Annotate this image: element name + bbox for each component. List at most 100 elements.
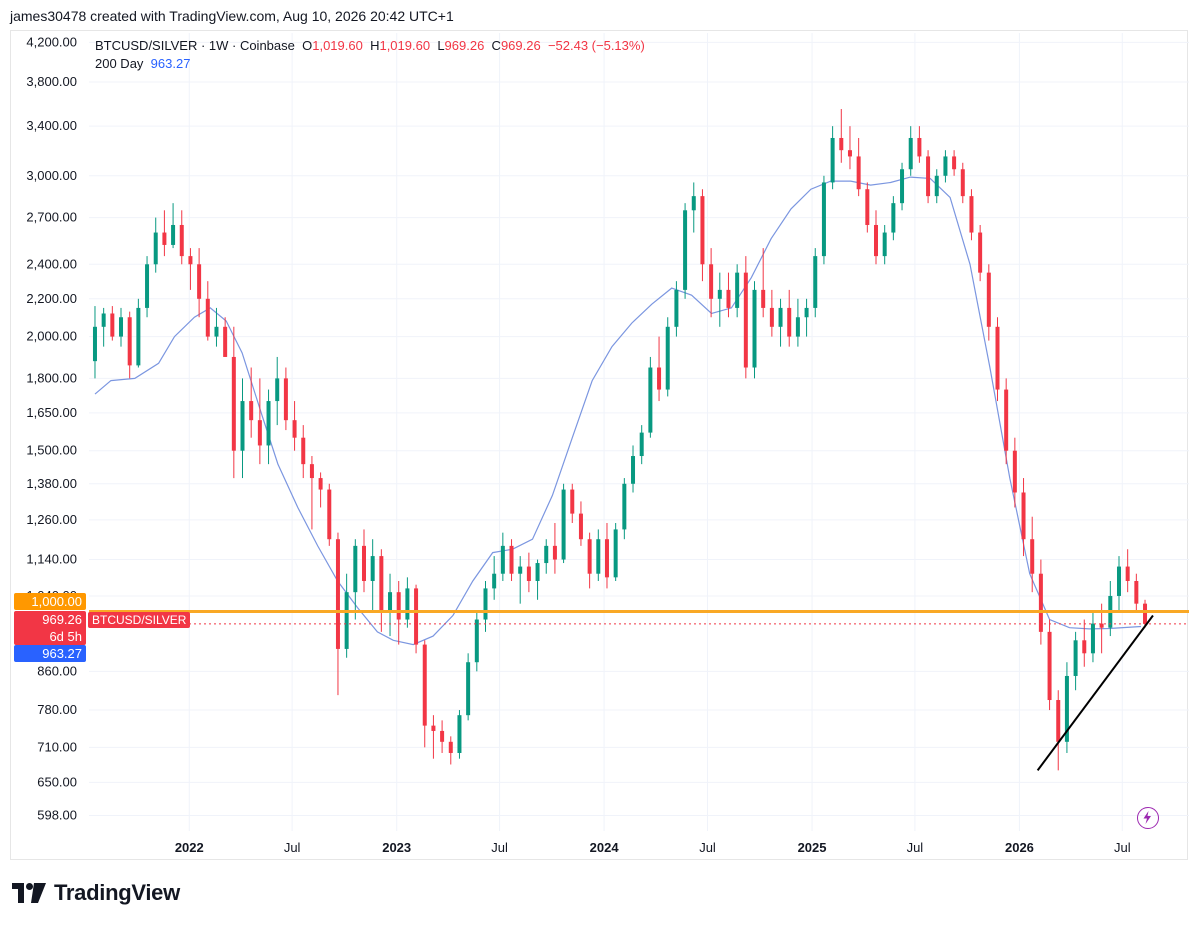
- candle-body: [110, 313, 115, 337]
- candle-body: [457, 715, 462, 753]
- candle-body: [388, 592, 393, 612]
- candle-body: [205, 298, 210, 337]
- legend-open: 1,019.60: [312, 38, 363, 53]
- candle-body: [552, 545, 557, 560]
- y-tick-label: 2,000.00: [26, 329, 77, 344]
- candle-body: [631, 456, 636, 484]
- legend-low: 969.26: [444, 38, 485, 53]
- candle-body: [474, 619, 479, 663]
- candle-body: [301, 437, 306, 465]
- candle-body: [171, 224, 176, 245]
- candlestick-chart[interactable]: 4,200.00 3,800.00 3,400.00 3,000.00 2,700.00…: [11, 31, 1189, 861]
- candle-body: [778, 307, 783, 327]
- x-tick-label: 2025: [798, 840, 827, 855]
- x-tick-label: Jul: [284, 840, 301, 855]
- candle-body: [197, 264, 202, 299]
- candle-body: [622, 483, 627, 530]
- x-tick-label: Jul: [907, 840, 924, 855]
- candle-body: [414, 588, 419, 645]
- candle-body: [743, 272, 748, 368]
- candle-body: [1134, 580, 1139, 604]
- y-tick-label: 710.00: [37, 739, 77, 754]
- candles: [92, 109, 1148, 771]
- candle-body: [1116, 566, 1121, 596]
- candle-body: [813, 256, 818, 308]
- legend-ma-label: 200 Day: [95, 56, 144, 71]
- y-tick-label: 3,800.00: [26, 74, 77, 89]
- candle-body: [578, 513, 583, 540]
- candle-body: [1038, 573, 1043, 632]
- candle-body: [370, 556, 375, 581]
- level-price-tag: 1,000.00: [14, 593, 86, 610]
- candle-body: [960, 169, 965, 197]
- candle-body: [1082, 640, 1087, 654]
- legend-h-label: H: [370, 38, 380, 53]
- candle-body: [882, 232, 887, 257]
- candle-body: [1125, 566, 1130, 581]
- candle-body: [309, 464, 314, 479]
- legend-l-label: L: [437, 38, 445, 53]
- candle-body: [275, 378, 280, 402]
- y-tick-label: 2,700.00: [26, 210, 77, 225]
- candle-body: [613, 529, 618, 578]
- time-axis[interactable]: 2022 Jul 2023 Jul 2024 Jul 2025 Jul 2026 Jul: [175, 840, 1131, 855]
- candle-body: [570, 489, 575, 514]
- candle-body: [1064, 675, 1069, 742]
- candle-body: [639, 432, 644, 457]
- candle-body: [544, 545, 549, 564]
- ma-line: [94, 176, 1142, 646]
- candle-body: [145, 264, 150, 308]
- legend-row-ohlc: BTCUSD/SILVER · 1W · Coinbase O1,019.60 …: [95, 37, 645, 55]
- candle-body: [769, 307, 774, 327]
- candle-body: [214, 326, 219, 337]
- candle-body: [379, 556, 384, 612]
- trendline-segment: [1036, 614, 1154, 771]
- y-tick-label: 1,260.00: [26, 512, 77, 527]
- candle-body: [1073, 640, 1078, 676]
- candle-body: [856, 156, 861, 190]
- candle-body: [952, 156, 957, 170]
- x-tick-label: Jul: [1114, 840, 1131, 855]
- candle-body: [648, 367, 653, 433]
- y-tick-label: 3,000.00: [26, 168, 77, 183]
- candle-body: [761, 289, 766, 308]
- candle-body: [986, 272, 991, 327]
- candle-body: [839, 137, 844, 151]
- candle-body: [596, 539, 601, 574]
- candle-body: [934, 175, 939, 197]
- candle-body: [865, 189, 870, 225]
- trendline[interactable]: [1036, 614, 1154, 771]
- candle-body: [717, 289, 722, 299]
- y-tick-label: 3,400.00: [26, 118, 77, 133]
- candle-body: [1030, 539, 1035, 574]
- candle-body: [1047, 631, 1052, 701]
- ma-price-tag: 963.27: [14, 645, 86, 662]
- y-tick-label: 1,140.00: [26, 552, 77, 567]
- candle-body: [440, 730, 445, 742]
- candle-body: [422, 644, 427, 726]
- legend-high: 1,019.60: [379, 38, 431, 53]
- lightning-icon[interactable]: [1137, 807, 1159, 829]
- candle-body: [691, 196, 696, 211]
- candle-body: [700, 196, 705, 265]
- x-tick-label: Jul: [699, 840, 716, 855]
- candle-body: [674, 289, 679, 327]
- legend-ma-value: 963.27: [150, 56, 191, 71]
- tradingview-logo-icon: [12, 883, 46, 903]
- y-tick-label: 1,650.00: [26, 405, 77, 420]
- price-axis[interactable]: 4,200.00 3,800.00 3,400.00 3,000.00 2,700.00…: [26, 34, 77, 822]
- horizontal-level[interactable]: [89, 610, 1189, 625]
- y-tick-label: 598.00: [37, 807, 77, 822]
- candle-body: [1056, 700, 1061, 742]
- candle-body: [466, 662, 471, 716]
- brand: TradingView: [12, 880, 180, 906]
- candle-body: [969, 196, 974, 233]
- candle-body: [153, 232, 158, 265]
- legend-row-ma: 200 Day 963.27: [95, 55, 645, 73]
- candle-body: [431, 725, 436, 731]
- candle-body: [240, 401, 245, 451]
- y-tick-label: 1,500.00: [26, 443, 77, 458]
- candle-body: [804, 307, 809, 318]
- candle-body: [787, 307, 792, 337]
- chart-frame[interactable]: 4,200.00 3,800.00 3,400.00 3,000.00 2,700.00…: [10, 30, 1189, 861]
